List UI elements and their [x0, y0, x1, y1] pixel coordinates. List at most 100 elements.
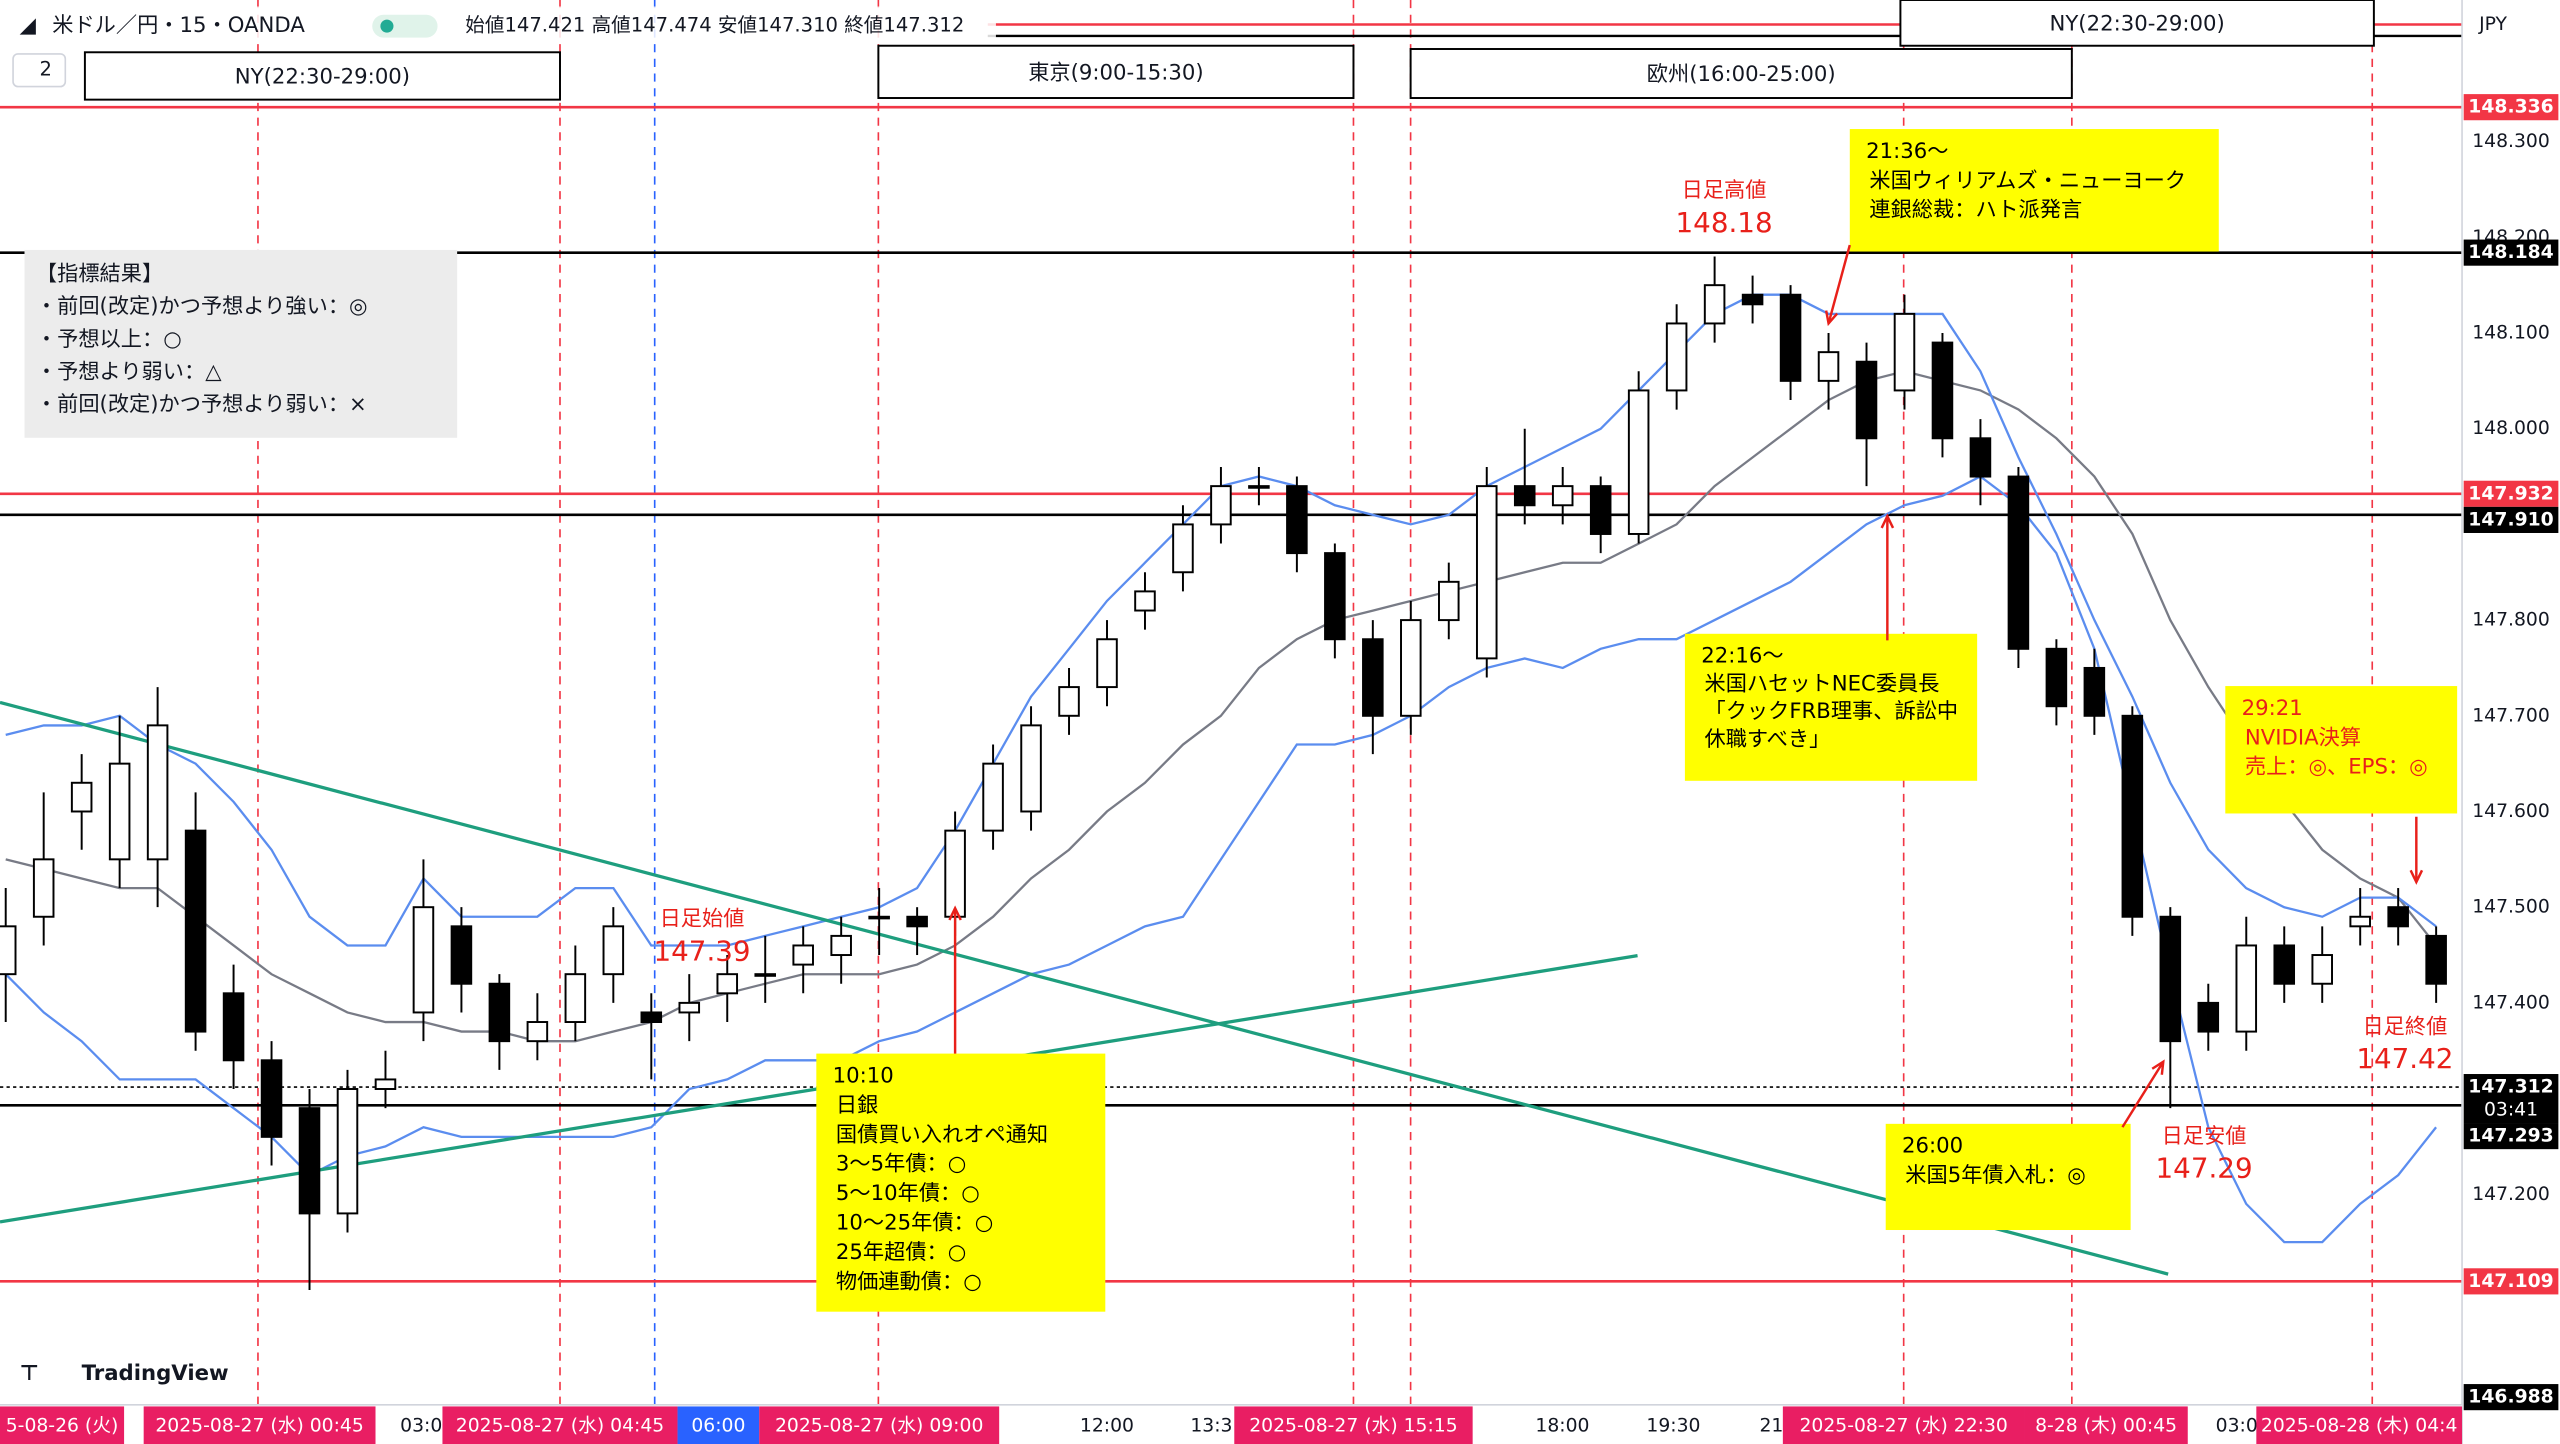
candle-body: [1779, 293, 1802, 382]
indicator-line: [5, 370, 2437, 1043]
symbol-title: 米ドル／円・15・OANDA: [52, 13, 305, 38]
trend-line: [0, 700, 2169, 1276]
y-tick-label: 147.600: [2472, 801, 2550, 822]
callout-box: [2225, 686, 2458, 814]
session-box: [83, 51, 561, 101]
candle-body: [336, 1088, 359, 1215]
level-label-bg: [2463, 1074, 2559, 1124]
note-title: 日足高値: [1682, 178, 1767, 203]
level-label: 147.312: [2468, 1077, 2553, 1098]
candle-body: [2349, 915, 2371, 928]
candle-body: [1627, 389, 1650, 535]
x-tick-label: 8-28 (木) 00:45: [2035, 1415, 2177, 1437]
x-label-bg: [143, 1406, 376, 1444]
candle-body: [1931, 341, 1954, 440]
candle-body: [1096, 638, 1118, 689]
x-label-bg: [1234, 1406, 1473, 1444]
callout-box: [816, 1053, 1106, 1312]
level-label-bg: [2463, 1384, 2559, 1411]
annotations: NY(22:30-29:00) 東京(9:00-15:30) 欧州(16:00-25…: [24, 0, 2458, 1312]
arrow-head: [2151, 1059, 2165, 1075]
x-tick-label: 2025-08-27 (水) 00:45: [155, 1415, 363, 1437]
session-label: NY(22:30-29:00): [2049, 11, 2224, 36]
level-label: 147.293: [2468, 1126, 2553, 1147]
level-label-bg: [2463, 1123, 2559, 1150]
collapse-button[interactable]: [12, 53, 67, 88]
callout-box: [1885, 1123, 2131, 1231]
status-dot: [380, 19, 394, 33]
callout-line: 3～5年債：○: [836, 1152, 966, 1177]
callout-line: 日銀: [836, 1093, 878, 1118]
x-label-bg: [442, 1406, 678, 1444]
candle-body: [1589, 485, 1612, 535]
candle-body: [450, 925, 473, 985]
candle-body: [146, 724, 169, 861]
candle-body: [2425, 934, 2447, 985]
level-label-bg: [2463, 94, 2559, 121]
callout-line: 物価連動債：○: [836, 1269, 982, 1294]
level-label-bg: [2463, 1268, 2559, 1295]
candle-body: [2045, 647, 2068, 708]
candle-body: [1475, 485, 1498, 660]
x-tick-label: 03:0: [2216, 1416, 2258, 1437]
candle-body: [1741, 293, 1764, 306]
candle-body: [1172, 523, 1194, 574]
candle-body: [2121, 714, 2144, 918]
x-label-bg: [1782, 1406, 2025, 1444]
callout-line: 連銀総裁：ハト派発言: [1869, 198, 2082, 223]
candle-body: [640, 1011, 663, 1023]
x-label-bg: [0, 1406, 125, 1444]
x-tick-label: 2025-08-27 (水) 22:30: [1799, 1415, 2007, 1437]
note-value: 147.29: [2156, 1152, 2253, 1185]
level-label: 147.932: [2468, 483, 2553, 504]
callout-line: 国債買い入れオペ通知: [836, 1122, 1048, 1147]
x-tick-label: 2025-08-28 (木) 04:4: [2261, 1415, 2457, 1437]
callout-line: 26:00: [1902, 1134, 1963, 1159]
price-axis: JPY 147.200147.300147.400147.500147.6001…: [2461, 0, 2560, 1444]
candle-body: [792, 944, 814, 966]
candle-body: [602, 925, 625, 976]
level-label: 148.336: [2468, 97, 2553, 118]
x-label-bg: [2256, 1406, 2463, 1444]
callout-line: 10:10: [833, 1063, 894, 1088]
y-tick-label: 147.800: [2472, 610, 2550, 631]
logo-mark: ⊤: [20, 1361, 39, 1386]
callout-line: 米国ハセットNEC委員長: [1704, 671, 1939, 696]
logo: ⊤ TradingView: [20, 1361, 229, 1386]
candles: [0, 256, 2447, 1290]
indicator-line: [4, 475, 2437, 1244]
logo-text: TradingView: [82, 1361, 229, 1386]
x-tick-label: 2025-08-27 (水) 04:45: [456, 1415, 664, 1437]
callout-line: 25年超債：○: [836, 1240, 966, 1265]
level-label-bg: [2463, 480, 2559, 507]
y-tick-label: 147.500: [2472, 897, 2550, 918]
legend-line: ・前回(改定)かつ予想より弱い：×: [36, 392, 367, 417]
candle-body: [526, 1021, 549, 1043]
y-tick-label: 147.700: [2472, 705, 2550, 726]
y-tick-label: 147.400: [2472, 992, 2550, 1013]
candle-body: [32, 858, 55, 918]
candle-body: [868, 915, 890, 920]
candle-body: [184, 829, 207, 1033]
note-title: 日足終値: [2362, 1014, 2447, 1039]
x-tick-label: 06:00: [691, 1416, 745, 1437]
legend-line: ・前回(改定)かつ予想より強い：◎: [36, 294, 368, 319]
ohlc-values: 始値147.421 高値147.474 安値147.310 終値147.312: [465, 14, 964, 37]
session-label: 欧州(16:00-25:00): [1647, 62, 1836, 87]
session-box: [1899, 0, 2375, 47]
callout-line: 米国ウィリアムズ・ニューヨーク: [1869, 168, 2186, 193]
callout-line: NVIDIA決算: [2245, 725, 2361, 750]
x-tick-label: 13:3: [1190, 1416, 1232, 1437]
level-label: 146.988: [2468, 1387, 2553, 1408]
candle-body: [2387, 906, 2409, 928]
arrow-head: [2409, 869, 2424, 885]
x-tick-label: 5-08-26 (火): [6, 1416, 119, 1437]
header: ◢ 米ドル／円・15・OANDA 始値147.421 高値147.474 安値1…: [0, 6, 996, 88]
x-label-bg: [677, 1406, 760, 1444]
candle-body: [716, 973, 739, 995]
badge[interactable]: 2: [39, 58, 51, 81]
candle-body: [2273, 944, 2296, 985]
candle-body: [1286, 485, 1308, 555]
candle-body: [906, 915, 928, 928]
x-tick-label: 18:00: [1535, 1416, 1589, 1437]
